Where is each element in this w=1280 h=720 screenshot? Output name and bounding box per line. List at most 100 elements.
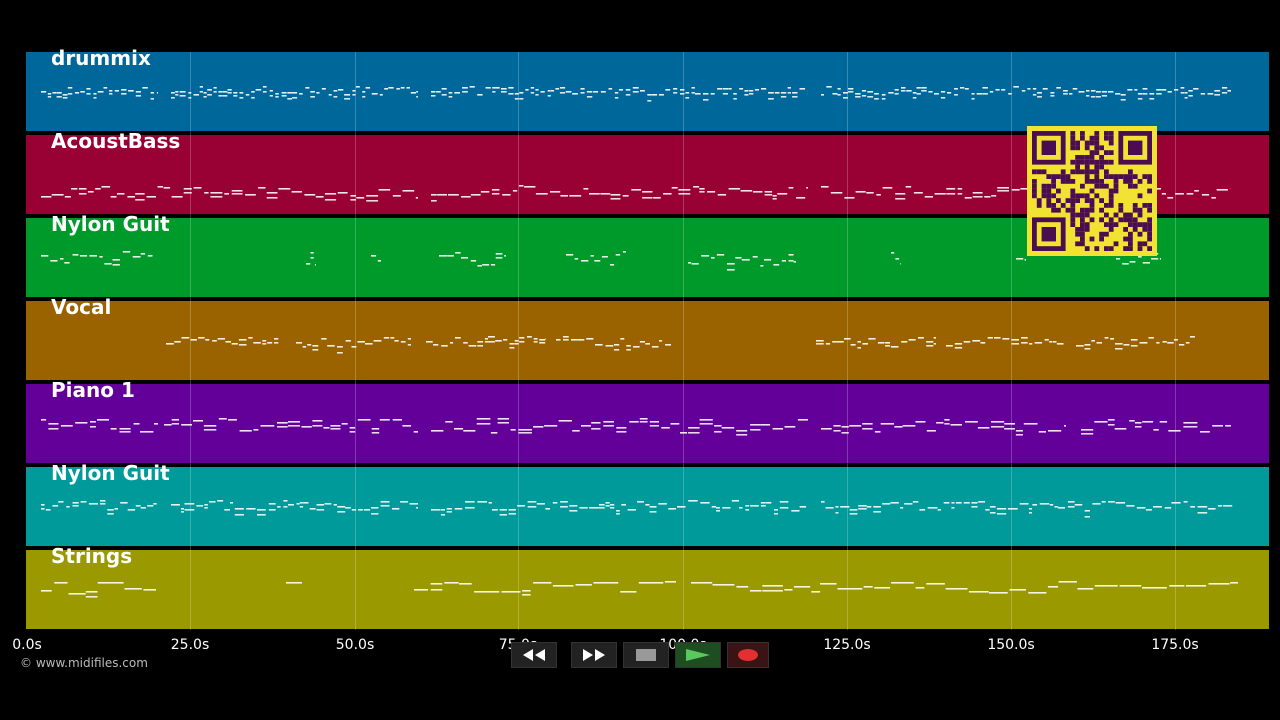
qr-module — [1094, 179, 1100, 184]
note — [728, 88, 732, 90]
note — [1084, 344, 1091, 346]
qr-module — [1113, 188, 1119, 194]
qr-module — [1070, 131, 1076, 136]
qr-module — [1108, 246, 1114, 251]
qr-module — [1070, 198, 1076, 203]
note — [736, 434, 748, 436]
note — [193, 420, 203, 422]
note — [614, 92, 619, 94]
note — [218, 91, 222, 93]
note — [210, 192, 223, 194]
note — [900, 507, 904, 509]
qr-module — [1080, 212, 1085, 218]
note — [736, 586, 749, 588]
note — [345, 340, 351, 342]
note — [299, 93, 303, 95]
note — [821, 501, 825, 503]
track-strings[interactable]: Strings — [26, 544, 1269, 629]
note — [984, 196, 991, 198]
record-button[interactable] — [727, 642, 769, 668]
qr-module — [1046, 183, 1052, 189]
note — [262, 91, 267, 93]
note — [772, 198, 777, 200]
qr-module — [1070, 159, 1076, 165]
note — [821, 186, 829, 188]
note — [225, 341, 231, 343]
note — [545, 508, 550, 510]
stop-button[interactable] — [623, 642, 669, 668]
note — [231, 193, 243, 195]
note — [171, 504, 180, 506]
note — [788, 187, 794, 189]
note — [680, 432, 688, 434]
qr-module — [1032, 193, 1037, 199]
note — [414, 589, 429, 591]
fast-forward-button[interactable] — [571, 642, 617, 668]
note — [463, 342, 468, 344]
note — [688, 262, 692, 264]
note — [1161, 193, 1166, 195]
qr-module — [1070, 203, 1076, 208]
note — [902, 425, 916, 427]
note — [768, 98, 774, 100]
note — [1167, 197, 1174, 199]
note — [512, 190, 518, 192]
note — [972, 196, 983, 198]
note — [41, 196, 52, 198]
note — [995, 89, 1000, 91]
note — [67, 93, 73, 95]
note — [1148, 337, 1154, 339]
note — [921, 90, 927, 92]
note — [431, 509, 441, 511]
note — [989, 91, 994, 93]
note — [508, 513, 516, 515]
note — [830, 192, 843, 194]
note — [836, 341, 844, 343]
note — [519, 341, 525, 343]
note — [448, 92, 453, 94]
qr-module — [1070, 188, 1076, 194]
track-drummix[interactable]: drummix — [26, 46, 1269, 131]
qr-module — [1094, 193, 1100, 199]
note — [866, 506, 872, 508]
note — [880, 423, 894, 425]
note — [239, 92, 244, 94]
note — [392, 419, 402, 421]
note — [508, 87, 514, 89]
note — [1217, 505, 1223, 507]
note — [760, 502, 766, 504]
note — [64, 262, 70, 264]
note — [1207, 93, 1214, 95]
note — [465, 507, 475, 509]
note — [552, 585, 574, 587]
qr-module — [1075, 145, 1080, 151]
qr-module — [1060, 203, 1066, 208]
note — [52, 505, 59, 507]
note — [85, 591, 98, 593]
note — [1048, 430, 1062, 432]
note — [792, 96, 798, 98]
note — [1127, 89, 1133, 91]
note — [1175, 193, 1184, 195]
note — [440, 514, 445, 516]
play-button[interactable] — [675, 642, 721, 668]
note — [618, 89, 623, 91]
note — [940, 91, 946, 93]
note — [171, 97, 175, 99]
note — [1092, 503, 1101, 505]
note — [661, 427, 670, 429]
note — [1183, 426, 1198, 428]
note — [639, 421, 648, 423]
track-piano-1[interactable]: Piano 1 — [26, 378, 1269, 463]
track-nylon-guit-2[interactable]: Nylon Guit — [26, 461, 1269, 546]
note — [1050, 92, 1055, 94]
track-vocal[interactable]: Vocal — [26, 295, 1269, 380]
note — [1094, 585, 1118, 587]
note — [1214, 90, 1221, 92]
note — [238, 339, 247, 341]
note — [673, 92, 678, 94]
qr-module — [1128, 246, 1133, 251]
rewind-button[interactable] — [511, 642, 557, 668]
note — [533, 341, 538, 343]
note — [530, 92, 535, 94]
